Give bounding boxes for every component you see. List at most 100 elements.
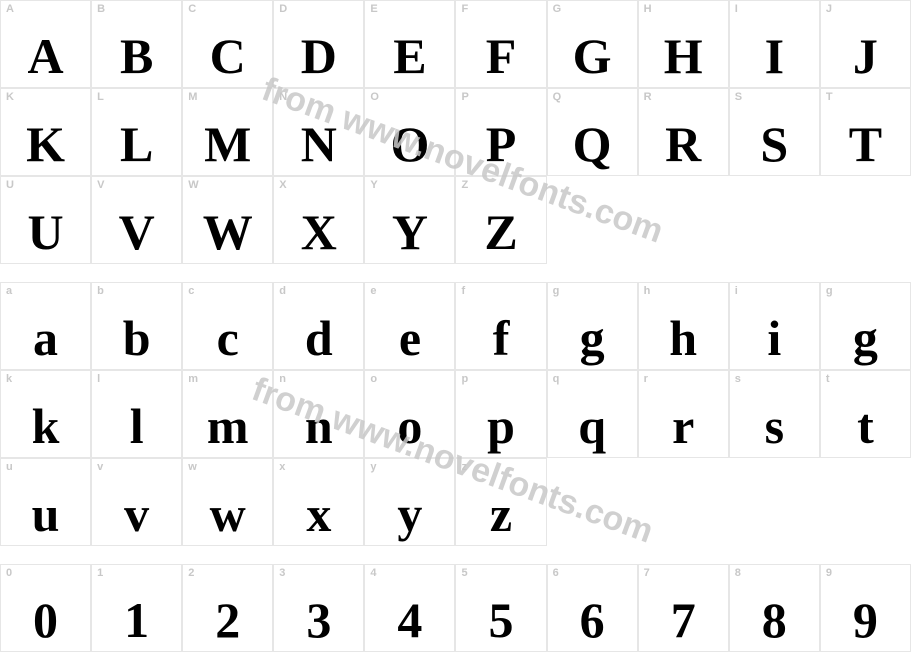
cell-label: m [188,374,198,385]
cell-label: V [97,180,104,191]
cell-glyph: V [92,207,181,257]
glyph-cell: PP [455,88,546,176]
glyph-row: 00112233445566778899 [0,564,911,652]
cell-glyph: 0 [1,595,90,645]
glyph-row: AABBCCDDEEFFGGHHIIJJ [0,0,911,88]
cell-label: n [279,374,286,385]
glyph-cell: rr [638,370,729,458]
cell-glyph: T [821,119,910,169]
cell-glyph: s [730,401,819,451]
cell-glyph: v [92,489,181,539]
glyph-cell: JJ [820,0,911,88]
glyph-cell: 99 [820,564,911,652]
glyph-cell: II [729,0,820,88]
cell-label: P [461,92,468,103]
cell-label: 7 [644,568,650,579]
cell-glyph: C [183,31,272,81]
glyph-cell [547,458,638,546]
cell-glyph: q [548,401,637,451]
glyph-cell: AA [0,0,91,88]
cell-glyph: Z [456,207,545,257]
cell-label: Y [370,180,377,191]
section-lowercase: aabbccddeeffgghhiiggkkllmmnnooppqqrrsstt… [0,282,911,546]
cell-label: Q [553,92,562,103]
cell-glyph: b [92,313,181,363]
cell-glyph: p [456,401,545,451]
cell-label: u [6,462,13,473]
cell-label: r [644,374,648,385]
glyph-cell: WW [182,176,273,264]
glyph-cell: xx [273,458,364,546]
glyph-cell: pp [455,370,546,458]
cell-glyph: X [274,207,363,257]
cell-glyph: N [274,119,363,169]
cell-glyph: w [183,489,272,539]
cell-glyph: t [821,401,910,451]
cell-glyph: d [274,313,363,363]
cell-glyph: U [1,207,90,257]
cell-glyph: 8 [730,595,819,645]
glyph-cell: UU [0,176,91,264]
font-specimen-grid: AABBCCDDEEFFGGHHIIJJKKLLMMNNOOPPQQRRSSTT… [0,0,911,668]
glyph-cell: 33 [273,564,364,652]
cell-glyph: c [183,313,272,363]
cell-label: N [279,92,287,103]
glyph-cell: KK [0,88,91,176]
cell-glyph: o [365,401,454,451]
cell-label: O [370,92,379,103]
cell-label: K [6,92,14,103]
glyph-cell: qq [547,370,638,458]
glyph-cell: 22 [182,564,273,652]
cell-label: D [279,4,287,15]
glyph-cell [820,176,911,264]
glyph-cell: 55 [455,564,546,652]
cell-glyph: i [730,313,819,363]
cell-glyph: m [183,401,272,451]
glyph-cell: gg [820,282,911,370]
cell-glyph: L [92,119,181,169]
glyph-cell: hh [638,282,729,370]
glyph-row: KKLLMMNNOOPPQQRRSSTT [0,88,911,176]
glyph-cell: 00 [0,564,91,652]
glyph-cell: RR [638,88,729,176]
glyph-cell: MM [182,88,273,176]
cell-label: v [97,462,103,473]
cell-glyph: F [456,31,545,81]
cell-glyph: I [730,31,819,81]
cell-label: 0 [6,568,12,579]
cell-glyph: y [365,489,454,539]
glyph-cell: mm [182,370,273,458]
glyph-cell: ii [729,282,820,370]
glyph-cell: yy [364,458,455,546]
cell-glyph: M [183,119,272,169]
cell-glyph: B [92,31,181,81]
cell-label: i [735,286,738,297]
cell-label: 9 [826,568,832,579]
cell-label: M [188,92,197,103]
cell-label: H [644,4,652,15]
cell-glyph: 7 [639,595,728,645]
cell-label: 1 [97,568,103,579]
cell-glyph: 4 [365,595,454,645]
cell-label: y [370,462,376,473]
glyph-cell: ee [364,282,455,370]
glyph-cell: SS [729,88,820,176]
cell-label: F [461,4,468,15]
cell-glyph: A [1,31,90,81]
cell-glyph: u [1,489,90,539]
cell-glyph: 5 [456,595,545,645]
cell-label: o [370,374,377,385]
cell-label: Z [461,180,468,191]
cell-label: J [826,4,832,15]
glyph-cell: EE [364,0,455,88]
cell-label: S [735,92,742,103]
glyph-cell: TT [820,88,911,176]
cell-label: 6 [553,568,559,579]
cell-label: k [6,374,12,385]
glyph-cell: dd [273,282,364,370]
cell-glyph: Q [548,119,637,169]
glyph-cell: XX [273,176,364,264]
glyph-cell: ZZ [455,176,546,264]
glyph-cell: BB [91,0,182,88]
glyph-cell: kk [0,370,91,458]
